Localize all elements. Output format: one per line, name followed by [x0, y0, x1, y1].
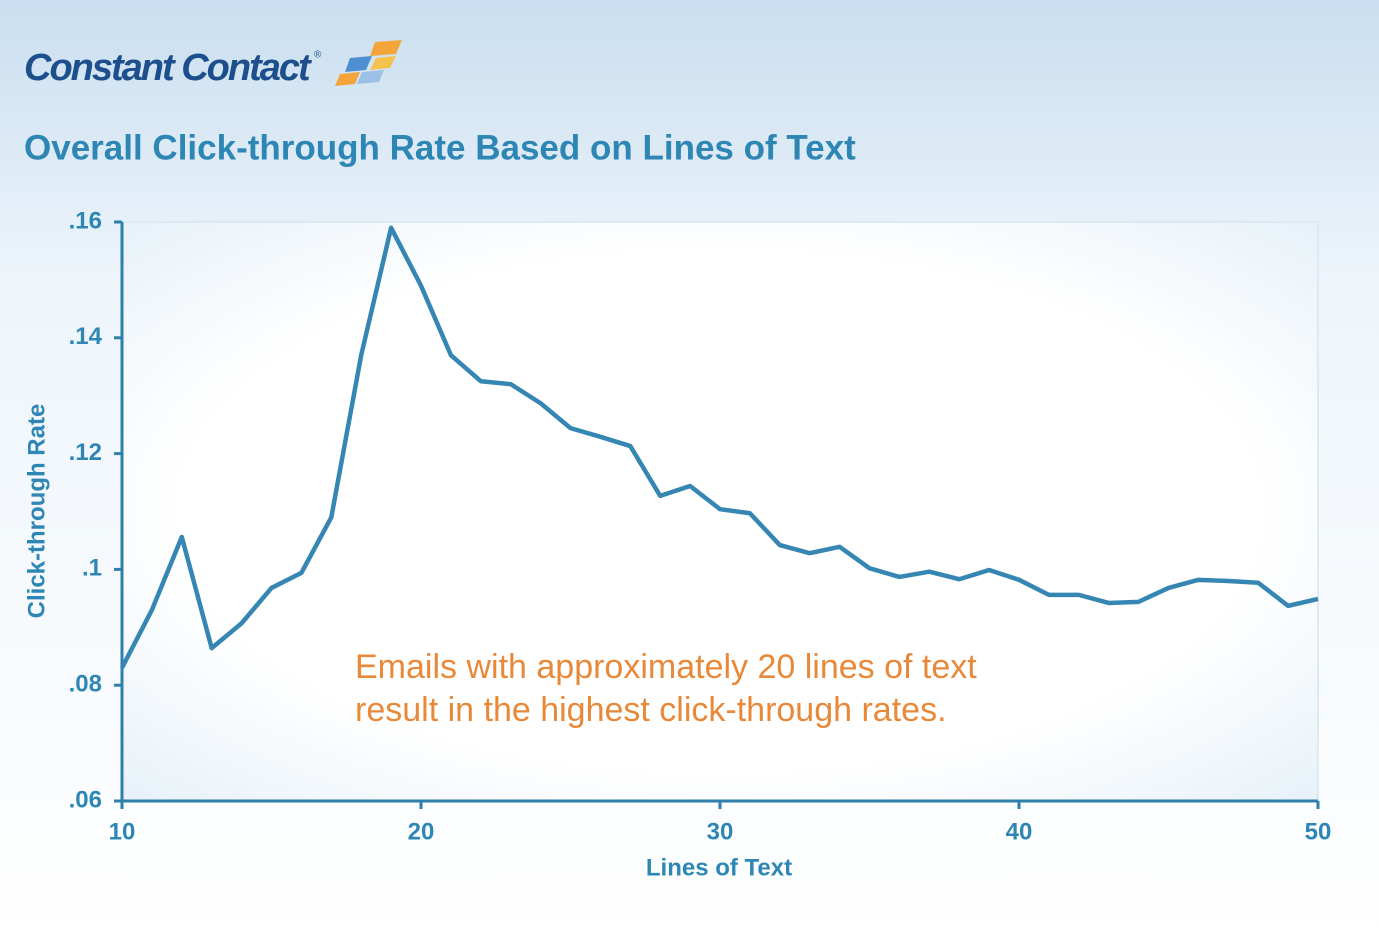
annotation: Emails with approximately 20 lines of te… [355, 648, 977, 686]
y-tick-label: .16 [69, 207, 102, 234]
y-tick-label: .12 [69, 439, 102, 466]
x-axis-label: Lines of Text [646, 854, 792, 881]
y-axis-label: Click-through Rate [23, 404, 50, 619]
annotation: result in the highest click-through rate… [355, 691, 947, 729]
y-tick-label: .1 [82, 555, 102, 582]
x-tick-label: 10 [109, 818, 136, 845]
x-tick-label: 20 [408, 818, 435, 845]
x-tick-label: 30 [707, 818, 734, 845]
line [120, 225, 1319, 669]
y-tick-label: .14 [69, 323, 103, 350]
x-tick-label: 40 [1006, 818, 1033, 845]
y-tick-label: .08 [69, 671, 102, 698]
chart-title: Overall Click-through Rate Based on Line… [24, 128, 856, 167]
plot-area [121, 221, 1319, 802]
y-tick-label: .06 [69, 786, 102, 813]
x-tick-label: 50 [1305, 818, 1332, 845]
logo-icon [335, 40, 402, 86]
logo-registered: ® [314, 50, 322, 61]
logo: Constant Contact [24, 47, 312, 89]
